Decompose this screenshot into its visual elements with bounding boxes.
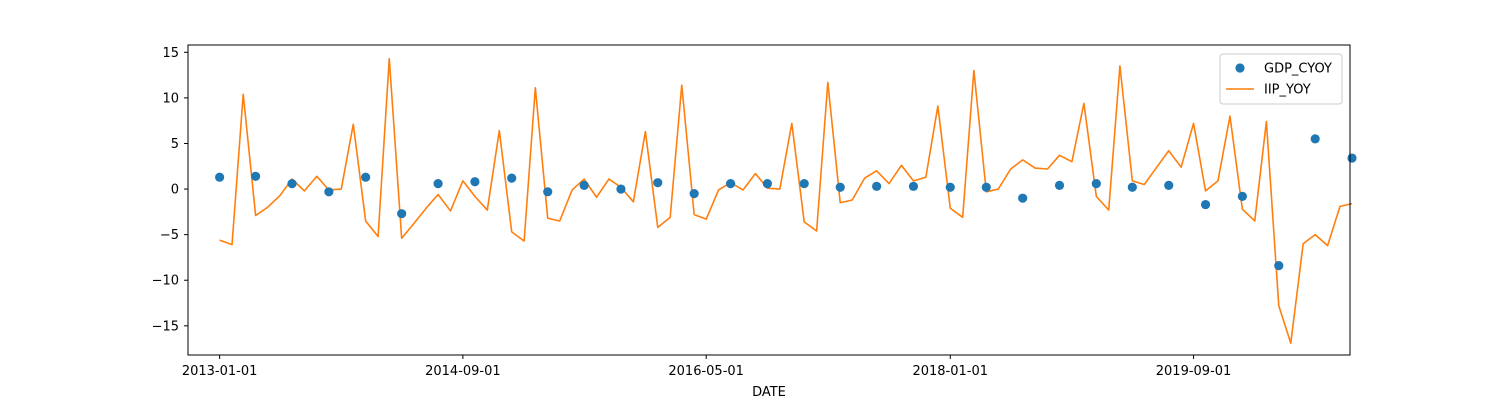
- x-tick-label: 2014-09-01: [425, 364, 501, 379]
- scatter-point: [1347, 153, 1357, 163]
- scatter-point: [1164, 180, 1174, 191]
- scatter-point: [616, 184, 626, 194]
- scatter-point: [1091, 178, 1101, 189]
- y-axis: −15 −10 −5 0 5 10 15: [152, 46, 188, 334]
- x-axis: 2013-01-01 2014-09-01 2016-05-01 2018-01-01…: [182, 355, 1231, 379]
- scatter-point: [725, 178, 736, 189]
- scatter-point: [908, 181, 919, 191]
- scatter-point: [689, 189, 699, 199]
- scatter-point: [1018, 193, 1028, 203]
- scatter-point: [324, 187, 334, 197]
- plot-area: [187, 44, 1357, 356]
- scatter-point: [1237, 191, 1247, 201]
- scatter-point: [397, 209, 407, 219]
- scatter-point: [287, 178, 297, 189]
- scatter-point: [507, 173, 517, 183]
- legend: GDP_CYOY IIP_YOY: [1219, 53, 1343, 105]
- scatter-point: [1054, 180, 1065, 191]
- scatter-point: [762, 178, 773, 189]
- y-tick-label: −15: [152, 319, 179, 334]
- plot-frame: [187, 44, 1351, 356]
- scatter-point: [215, 172, 225, 182]
- legend-marker: [1235, 63, 1245, 73]
- x-tick-label: 2013-01-01: [182, 364, 258, 379]
- scatter-point: [1310, 134, 1320, 144]
- scatter-point: [251, 171, 261, 181]
- scatter-point: [1274, 261, 1284, 271]
- legend-label: GDP_CYOY: [1264, 62, 1332, 77]
- scatter-point: [653, 178, 663, 188]
- scatter-point: [945, 182, 955, 192]
- scatter-point: [1127, 182, 1137, 192]
- scatter-point: [361, 172, 371, 182]
- y-tick-label: 0: [171, 183, 179, 198]
- y-tick-label: 5: [171, 137, 179, 152]
- scatter-point: [981, 182, 991, 192]
- scatter-point: [799, 178, 809, 189]
- scatter-point: [1200, 199, 1211, 210]
- scatter-point: [835, 182, 845, 192]
- y-tick-label: −5: [160, 228, 179, 243]
- y-tick-label: −10: [152, 274, 179, 289]
- scatter-point: [872, 181, 882, 191]
- legend-label: IIP_YOY: [1264, 83, 1311, 98]
- scatter-point: [433, 178, 443, 189]
- y-tick-label: 10: [162, 91, 179, 106]
- x-tick-label: 2018-01-01: [912, 364, 988, 379]
- scatter-point: [470, 177, 480, 187]
- scatter-point: [579, 180, 589, 191]
- legend-box: [1219, 53, 1343, 105]
- x-axis-title: DATE: [752, 385, 786, 400]
- series-line-iip-yoy: [219, 57, 1353, 344]
- y-tick-label: 15: [162, 46, 179, 61]
- x-tick-label: 2016-05-01: [668, 364, 744, 379]
- scatter-point: [543, 187, 553, 197]
- x-tick-label: 2019-09-01: [1156, 364, 1232, 379]
